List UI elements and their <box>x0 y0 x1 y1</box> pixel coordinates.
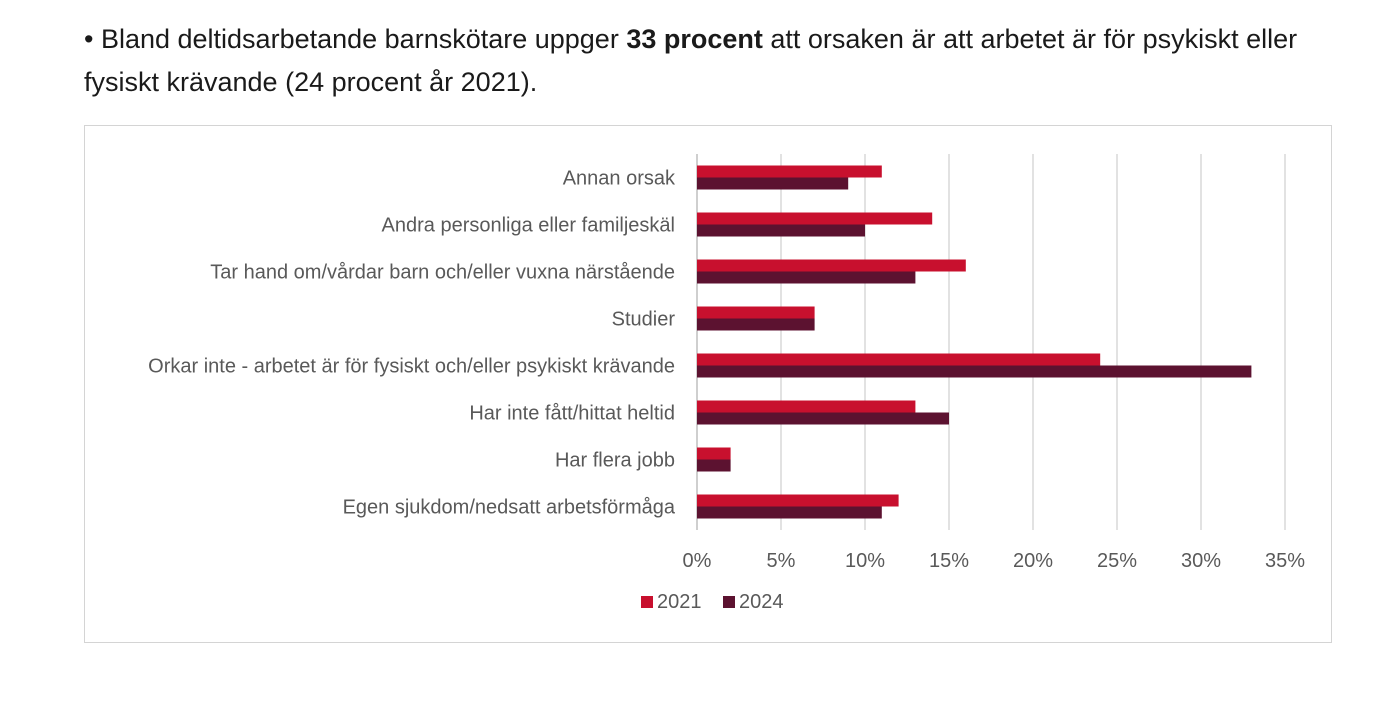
tick-label-15: 15% <box>929 550 969 572</box>
legend-label-2024: 2024 <box>739 591 784 613</box>
category-label: Egen sjukdom/nedsatt arbetsförmåga <box>343 497 676 519</box>
bar-2021-0 <box>697 165 882 178</box>
category-label: Har flera jobb <box>555 450 675 472</box>
category-label: Andra personliga eller familjeskäl <box>382 215 675 237</box>
category-label: Orkar inte - arbetet är för fysiskt och/… <box>148 356 675 378</box>
tick-label-10: 10% <box>845 550 885 572</box>
bullet-mark: • <box>84 24 94 54</box>
bar-chart: Annan orsak Andra personliga eller familj… <box>148 154 1306 613</box>
gridlines <box>696 154 1286 530</box>
tick-label-30: 30% <box>1181 550 1221 572</box>
bullet-text-bold: 33 procent <box>626 24 763 54</box>
bar-2024-3 <box>697 318 815 331</box>
bar-2024-5 <box>697 412 949 425</box>
tick-label-25: 25% <box>1097 550 1137 572</box>
category-labels: Annan orsak Andra personliga eller familj… <box>148 168 676 519</box>
bar-2021-2 <box>697 259 966 272</box>
bullet-text-before: Bland deltidsarbetande barnskötare uppge… <box>93 24 627 54</box>
legend-swatch-2024 <box>723 596 735 608</box>
category-label: Har inte fått/hittat heltid <box>469 403 675 425</box>
category-label: Studier <box>612 309 676 331</box>
legend: 2021 2024 <box>641 591 784 613</box>
tick-label-35: 35% <box>1265 550 1305 572</box>
tick-label-0: 0% <box>683 550 712 572</box>
bar-2021-7 <box>697 494 899 507</box>
bar-2024-6 <box>697 459 731 472</box>
legend-swatch-2021 <box>641 596 653 608</box>
bar-2021-1 <box>697 212 933 225</box>
tick-labels: 0% 5% 10% 15% 20% 25% 30% 35% <box>683 550 1306 572</box>
legend-label-2021: 2021 <box>657 591 702 613</box>
bar-2021-3 <box>697 306 815 319</box>
bar-2024-4 <box>697 365 1252 378</box>
category-label: Annan orsak <box>563 168 676 190</box>
category-label: Tar hand om/vårdar barn och/eller vuxna … <box>210 262 675 284</box>
bar-2024-2 <box>697 271 916 284</box>
tick-label-5: 5% <box>767 550 796 572</box>
bullet-text: • Bland deltidsarbetande barnskötare upp… <box>84 18 1304 104</box>
bar-2021-6 <box>697 447 731 460</box>
chart-frame: Annan orsak Andra personliga eller familj… <box>84 125 1332 643</box>
bar-2021-4 <box>697 353 1101 366</box>
bar-2024-0 <box>697 177 849 190</box>
bar-2021-5 <box>697 400 916 413</box>
bullet-text-after: att orsaken är att arbetet är för psykis… <box>84 24 1298 97</box>
bar-2024-1 <box>697 224 865 237</box>
bar-2024-7 <box>697 506 882 519</box>
tick-label-20: 20% <box>1013 550 1053 572</box>
bars <box>697 165 1252 519</box>
